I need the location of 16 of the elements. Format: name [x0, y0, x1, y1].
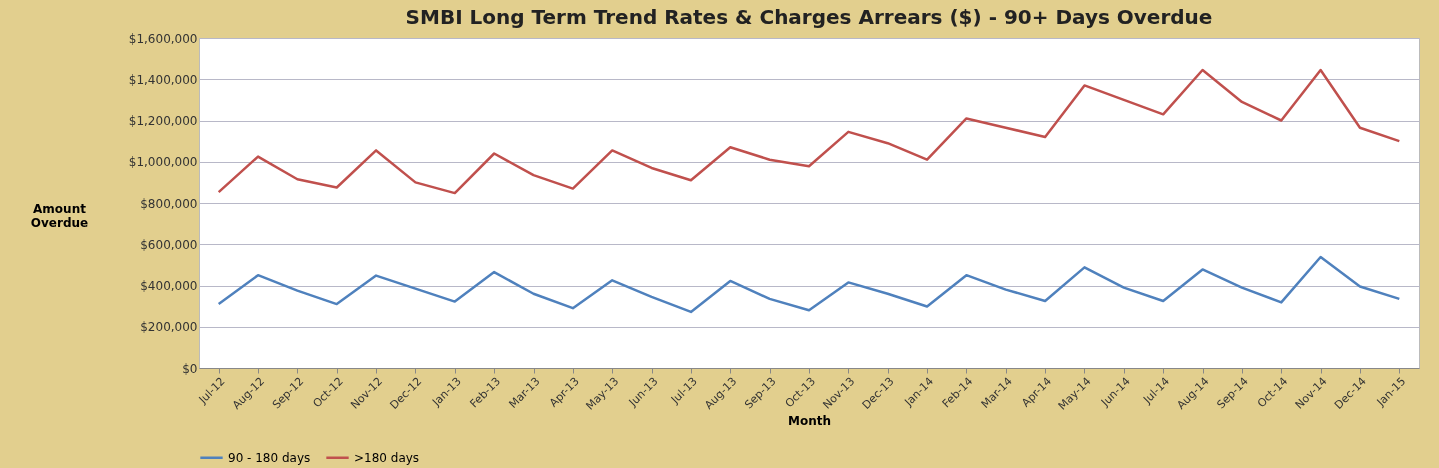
line-series: [217, 68, 1401, 195]
y-tick-label: $400,000: [140, 279, 198, 293]
y-tick-label: $600,000: [140, 237, 198, 252]
y-tick-label: $1,600,000: [128, 31, 198, 46]
y-tick-label: $800,000: [140, 196, 198, 211]
y-tick-label: $1,200,000: [128, 114, 198, 128]
legend-label: 90 - 180 days: [228, 450, 311, 465]
y-tick-label: $1,400,000: [128, 72, 198, 87]
y-tick-label: $200,000: [140, 320, 198, 335]
line-series: [217, 255, 1401, 314]
chart-title: SMBI Long Term Trend Rates & Charges Arrears ($) - 90+ Days Overdue: [405, 5, 1213, 29]
y-tick-label: $0: [182, 361, 198, 376]
x-axis-title: Month: [787, 413, 832, 428]
legend-label: >180 days: [354, 450, 420, 465]
y-tick-label: $1,000,000: [128, 155, 198, 170]
y-axis-title: Amount Overdue: [30, 201, 89, 230]
